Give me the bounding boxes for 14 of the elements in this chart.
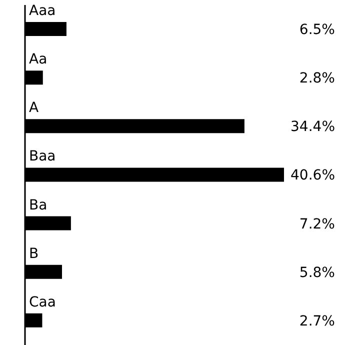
data-label: 7.2% <box>299 216 335 232</box>
y-tick-label: A <box>29 100 39 116</box>
y-tick-label: Ba <box>29 197 48 214</box>
y-tick-label: B <box>29 246 39 262</box>
data-label: 40.6% <box>290 168 335 184</box>
y-tick-label: Baa <box>29 148 56 165</box>
data-label: 6.5% <box>299 22 335 38</box>
data-label: 2.7% <box>299 313 335 330</box>
y-tick-label: Aaa <box>29 3 56 19</box>
y-tick-label: Caa <box>29 294 56 310</box>
y-tick-label: Aa <box>29 52 48 68</box>
data-label: 2.8% <box>299 70 335 87</box>
data-label: 5.8% <box>299 264 335 281</box>
data-label: 34.4% <box>290 119 335 136</box>
